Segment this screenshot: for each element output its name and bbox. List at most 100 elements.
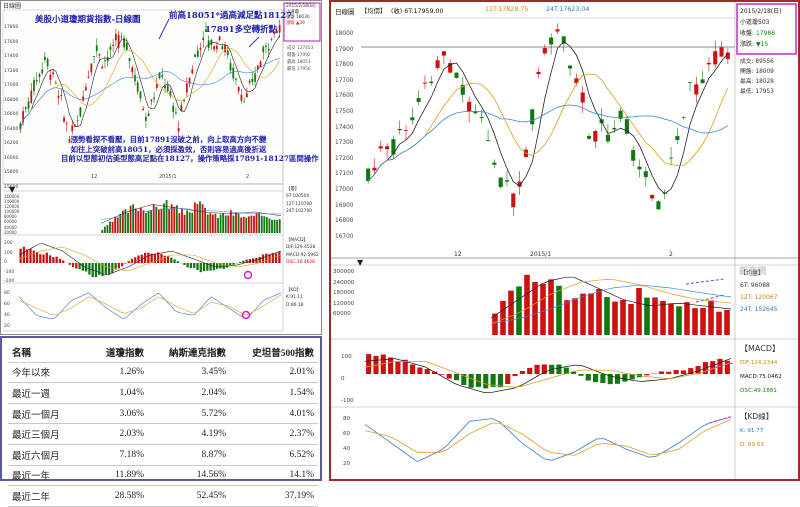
volume-bar (176, 205, 178, 233)
macd-bar (157, 252, 159, 263)
candle-body (694, 84, 698, 94)
macd-bar (42, 255, 44, 263)
price-tick-label: 17700 (335, 74, 353, 90)
table-cell-value: 5.72% (148, 403, 230, 424)
macd-bar (29, 249, 31, 263)
volume-bar (184, 215, 186, 233)
volume-bar (261, 216, 263, 233)
volume-bar (179, 213, 181, 233)
candle-body (230, 63, 232, 70)
candle-body (631, 150, 635, 161)
right-collapse-triangle[interactable]: ▼ (357, 258, 363, 267)
volume-bar (628, 304, 634, 335)
volume-bar (137, 211, 139, 233)
candle-body (25, 107, 27, 109)
table-cell-value: 2.03% (90, 424, 148, 445)
volume-bar (104, 227, 106, 233)
macd-bar (147, 253, 149, 263)
candle-body (454, 73, 458, 78)
volume-bar (107, 225, 109, 233)
macd-bar (173, 259, 175, 263)
volume-bar (168, 209, 170, 233)
candle-body (511, 194, 515, 208)
left-corner-label: 日線圖 (3, 1, 21, 10)
price-tick-label: 16200 (4, 137, 18, 152)
macd-bar (395, 362, 400, 374)
macd-bar (187, 263, 189, 267)
volume-bar (199, 201, 201, 233)
volume-bar (238, 214, 240, 233)
candle-body (134, 75, 136, 81)
right-kd-legend: 【KD線】 K: 91.77 D: 89.63 (740, 410, 773, 452)
candle-body (101, 67, 103, 69)
macd-tick-label: 200 (4, 239, 14, 249)
volume-bar (150, 210, 152, 233)
candle-body (145, 117, 147, 121)
macd-bar (239, 262, 241, 263)
candle-body (137, 83, 139, 92)
volume-tick-label: 20000 (4, 230, 19, 235)
left-collapse-triangle[interactable]: ▼ (9, 185, 15, 194)
candle-body (71, 125, 73, 131)
candle-body (99, 54, 101, 55)
left-annotation-support: 17891多空轉折點 (205, 23, 277, 35)
macd-bar (586, 374, 591, 381)
right-chart-panel: 日線圖 【均價】 (收) 6T:17959.00 12T:17828.75 24… (329, 0, 800, 481)
candle-body (701, 79, 705, 83)
candle-body (398, 129, 402, 130)
volume-tick-label: 240000 (333, 278, 354, 289)
volume-bar (109, 222, 111, 233)
table-cell-value: 1.26% (90, 362, 148, 383)
candle-body (28, 101, 30, 108)
volume-bar (112, 222, 114, 233)
right-header-title: 【均價】 (361, 6, 386, 15)
candle-body (505, 180, 509, 181)
candle-body (543, 48, 547, 53)
volume-bar (263, 216, 265, 233)
table-cell-value: 14.56% (148, 465, 230, 486)
volume-bar (256, 213, 258, 233)
candle-body (251, 79, 253, 82)
right-ma24-label: 24T:17623.04 (546, 6, 589, 13)
volume-bar (724, 310, 730, 335)
macd-bar (454, 374, 459, 380)
candle-body (131, 67, 133, 72)
left-chart-title: 美股小道瓊期貨指數-日線圖 (35, 13, 141, 25)
macd-bar (36, 252, 38, 263)
price-tick-label: 16000 (4, 152, 18, 167)
macd-bar (134, 257, 136, 263)
candle-body (675, 136, 679, 140)
table-cell-period: 最近一年 (8, 465, 90, 486)
macd-tick-label: 0 (4, 258, 14, 268)
table-cell-value: 3.45% (148, 362, 230, 383)
price-tick-label: 17800 (4, 21, 18, 36)
candle-body (555, 29, 559, 31)
candle-body (271, 39, 273, 40)
price-tick-label: 17800 (335, 58, 353, 74)
macd-bar (164, 256, 166, 263)
macd-tick-label: 100 (4, 249, 14, 259)
candle-body (112, 45, 114, 46)
price-tick-label: 17400 (335, 121, 353, 137)
table-header-row: 名稱 道瓊指數 納斯達克指數 史坦普500指數 (8, 342, 318, 362)
price-tick-label: 17200 (4, 65, 18, 80)
candle-body (175, 112, 177, 113)
candle-body (156, 84, 158, 88)
volume-bar (153, 204, 155, 233)
candle-body (178, 128, 180, 131)
price-tick-label: 17100 (335, 167, 353, 183)
candle-body (707, 63, 711, 65)
candle-body (268, 49, 270, 51)
macd-bar (578, 374, 583, 376)
volume-bar (212, 215, 214, 233)
macd-bar (177, 261, 179, 263)
macd-bar (95, 263, 97, 277)
volume-bar (660, 301, 666, 335)
volume-bar (276, 220, 278, 233)
volume-bar (700, 308, 706, 335)
